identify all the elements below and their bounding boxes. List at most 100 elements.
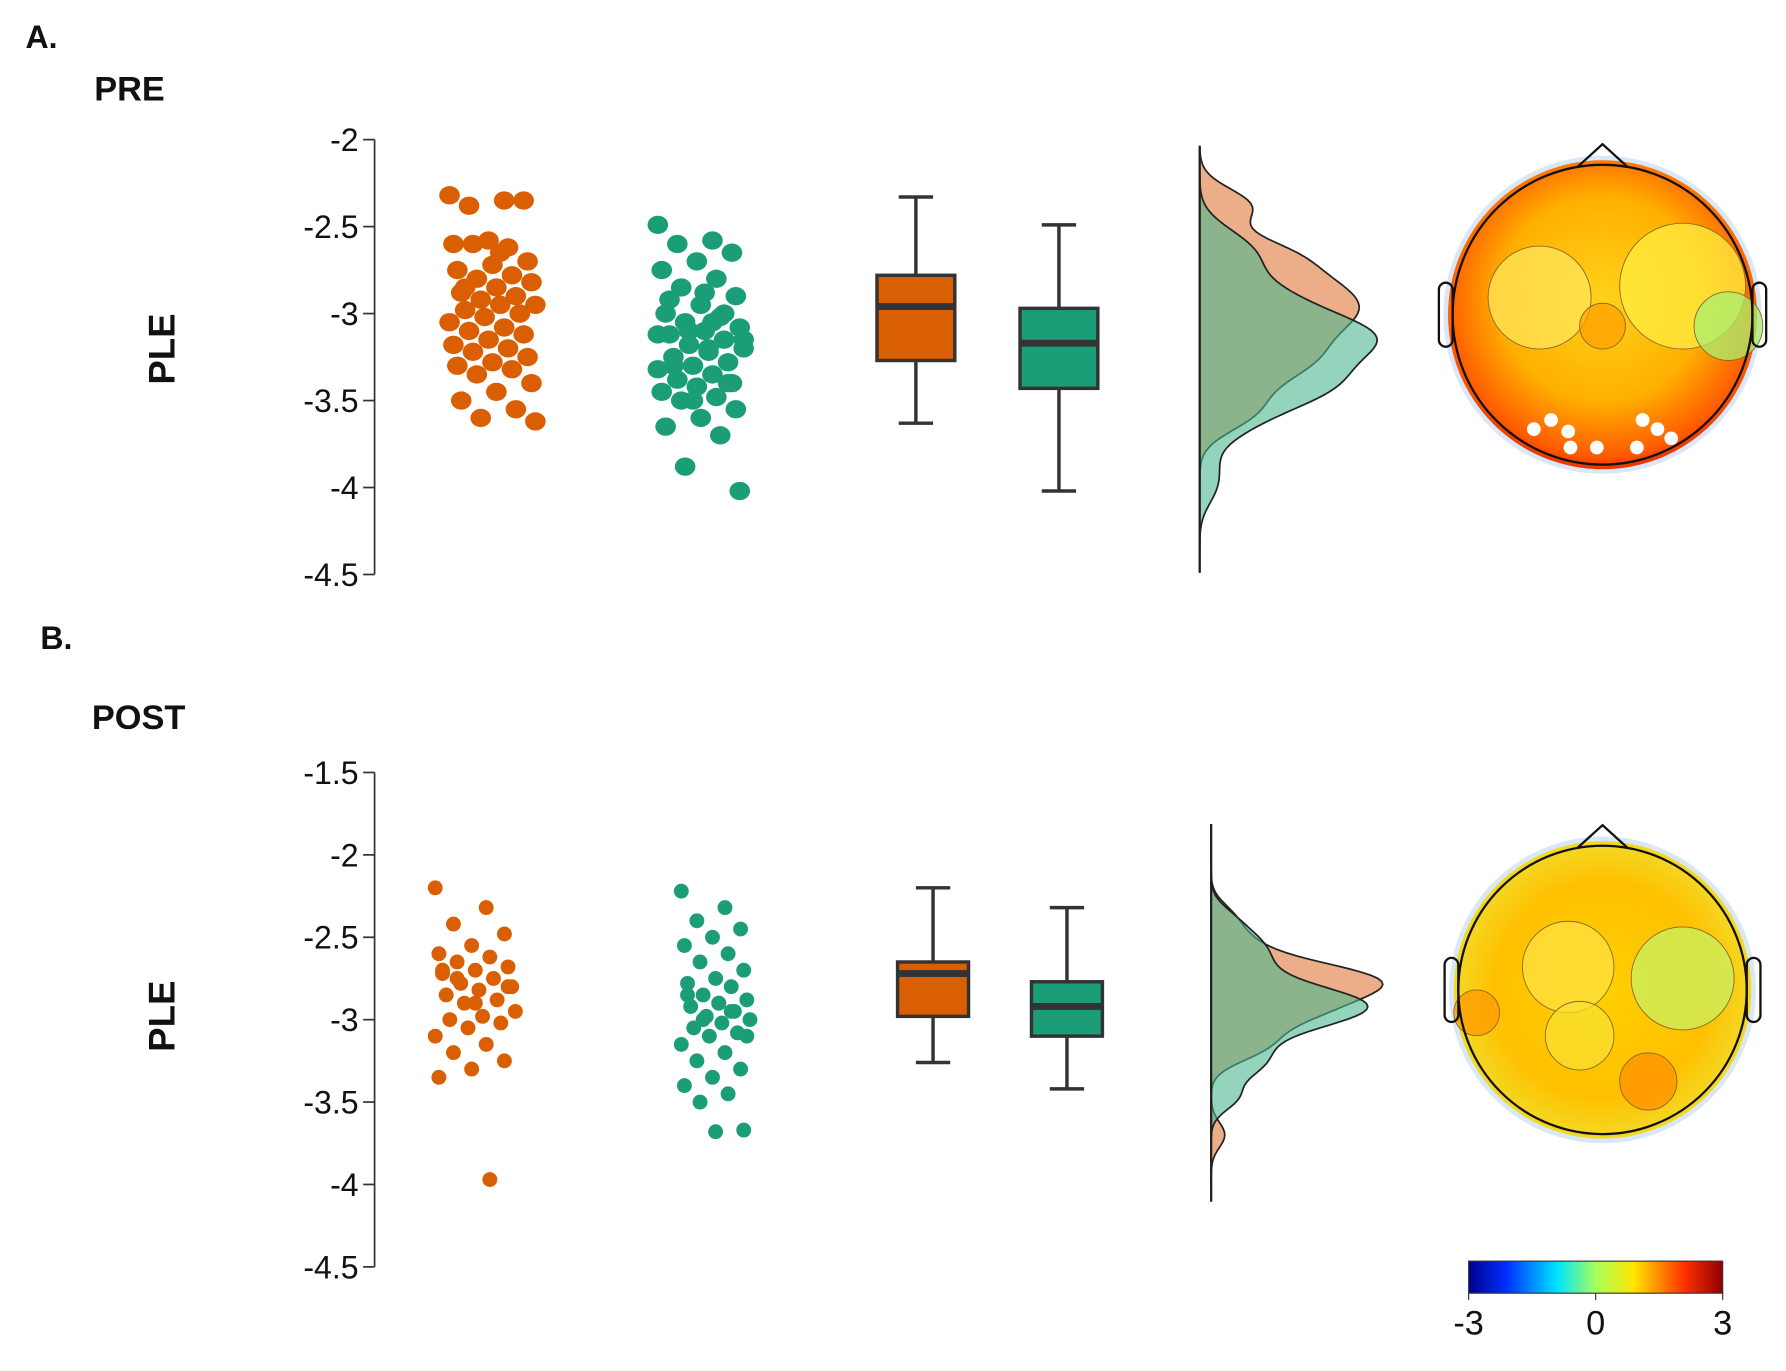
data-point <box>509 304 531 323</box>
data-point <box>478 900 494 916</box>
topomap-region <box>1579 302 1626 350</box>
y-axis-label: PLE <box>141 313 182 384</box>
data-point <box>680 975 695 991</box>
data-point <box>723 1003 739 1019</box>
y-tick-label: -2.5 <box>303 920 358 956</box>
data-point <box>676 1078 692 1094</box>
data-point <box>442 1012 458 1028</box>
y-tick-label: -4 <box>330 470 358 506</box>
data-point <box>711 995 727 1011</box>
data-point <box>702 313 723 332</box>
data-point <box>486 382 507 402</box>
data-point <box>449 954 465 970</box>
data-point <box>482 353 503 372</box>
electrode <box>1589 440 1604 455</box>
data-point <box>651 260 673 280</box>
electrode <box>1563 440 1578 455</box>
data-point <box>447 356 468 375</box>
data-point <box>723 979 739 995</box>
topomap-region <box>1544 1000 1615 1071</box>
y-tick-label: -2 <box>330 837 358 873</box>
electrode <box>1664 431 1679 446</box>
data-point <box>470 408 492 428</box>
data-point <box>647 325 669 344</box>
data-point <box>725 400 747 419</box>
data-point <box>466 365 488 384</box>
data-point <box>647 360 669 379</box>
data-point <box>742 1012 758 1028</box>
ear <box>1751 281 1768 348</box>
data-point <box>493 1015 509 1031</box>
data-point <box>667 234 688 254</box>
ear <box>1745 956 1762 1024</box>
data-point <box>692 1094 708 1110</box>
data-point <box>500 959 516 975</box>
data-point <box>733 330 754 349</box>
box <box>1018 306 1100 391</box>
data-point <box>467 962 483 978</box>
data-point <box>670 278 692 297</box>
panel-label: B. <box>40 620 72 656</box>
data-point <box>482 949 498 965</box>
data-point <box>655 417 676 436</box>
data-point <box>683 999 699 1014</box>
panel-label: A. <box>26 19 58 55</box>
data-point <box>709 426 731 445</box>
electrode <box>1629 440 1644 455</box>
data-point <box>427 880 443 896</box>
data-point <box>686 252 708 271</box>
data-point <box>692 954 708 970</box>
data-point <box>467 995 483 1011</box>
data-point <box>464 1061 480 1077</box>
data-point <box>674 457 696 476</box>
data-point <box>729 481 751 501</box>
nose <box>1576 823 1629 849</box>
topomap-region <box>1487 245 1592 350</box>
data-point <box>462 234 484 254</box>
data-point <box>505 287 527 306</box>
y-tick-label: -4 <box>330 1167 358 1203</box>
data-point <box>655 304 676 323</box>
data-point <box>446 1045 461 1061</box>
data-point <box>460 1020 476 1036</box>
y-tick-label: -2.5 <box>303 209 358 245</box>
data-point <box>708 1124 724 1140</box>
data-point <box>458 196 480 215</box>
data-point <box>489 295 511 315</box>
data-point <box>714 1015 730 1031</box>
data-point <box>725 287 747 306</box>
data-point <box>513 325 534 344</box>
data-point <box>431 946 447 962</box>
data-point <box>678 321 700 341</box>
data-point <box>739 1028 755 1044</box>
colorbar-tick-label: 0 <box>1586 1304 1605 1342</box>
data-point <box>496 926 512 942</box>
y-tick-label: -4.5 <box>303 557 358 593</box>
data-point <box>694 283 715 302</box>
data-point <box>702 365 723 384</box>
data-point <box>680 987 695 1003</box>
data-point <box>667 370 688 389</box>
data-point <box>525 412 546 431</box>
data-point <box>659 290 680 309</box>
data-point <box>470 290 492 309</box>
data-point <box>456 995 472 1011</box>
y-tick-label: -3.5 <box>303 1085 358 1121</box>
data-point <box>682 356 704 375</box>
electrode <box>1650 422 1665 437</box>
data-point <box>450 391 472 410</box>
data-point <box>702 231 723 250</box>
topomap-region <box>1453 989 1500 1037</box>
data-point <box>682 391 704 410</box>
ear <box>1437 281 1454 348</box>
box <box>875 273 957 363</box>
data-point <box>721 243 743 262</box>
data-point <box>708 971 724 986</box>
data-point <box>435 962 450 978</box>
y-tick-label: -4.5 <box>303 1249 358 1285</box>
colorbar-tick-label: 3 <box>1713 1304 1732 1342</box>
data-point <box>458 321 480 341</box>
y-tick-label: -2 <box>330 122 358 158</box>
panel-title: PRE <box>94 71 165 109</box>
data-point <box>717 353 739 372</box>
